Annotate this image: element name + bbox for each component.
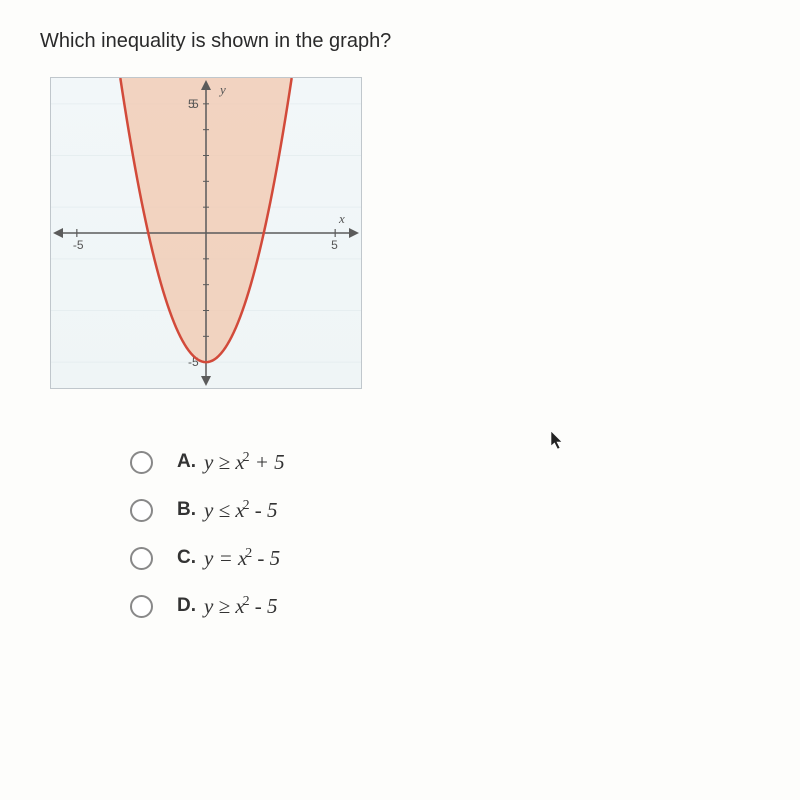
radio-icon[interactable] [130, 451, 153, 474]
answer-expression: y = x2 - 5 [204, 545, 280, 571]
question-text: Which inequality is shown in the graph? [40, 30, 760, 53]
radio-icon[interactable] [130, 547, 153, 570]
svg-text:-5: -5 [73, 238, 84, 252]
answer-list: A. y ≥ x2 + 5 B. y ≤ x2 - 5 C. y = x2 - … [130, 449, 760, 619]
answer-expression: y ≥ x2 - 5 [204, 593, 278, 619]
answer-letter: C. [177, 547, 196, 569]
answer-letter: D. [177, 595, 196, 617]
answer-letter: A. [177, 451, 196, 473]
answer-option-b[interactable]: B. y ≤ x2 - 5 [130, 497, 760, 523]
answer-option-d[interactable]: D. y ≥ x2 - 5 [130, 593, 760, 619]
radio-icon[interactable] [130, 595, 153, 618]
answer-expression: y ≤ x2 - 5 [204, 497, 278, 523]
answer-expression: y ≥ x2 + 5 [204, 449, 285, 475]
svg-text:5: 5 [192, 97, 199, 111]
svg-text:x: x [338, 211, 345, 226]
radio-icon[interactable] [130, 499, 153, 522]
answer-option-c[interactable]: C. y = x2 - 5 [130, 545, 760, 571]
graph-plot: -55-55yx5 [50, 77, 362, 389]
answer-letter: B. [177, 499, 196, 521]
svg-text:y: y [218, 82, 226, 97]
answer-option-a[interactable]: A. y ≥ x2 + 5 [130, 449, 760, 475]
svg-text:5: 5 [331, 238, 338, 252]
